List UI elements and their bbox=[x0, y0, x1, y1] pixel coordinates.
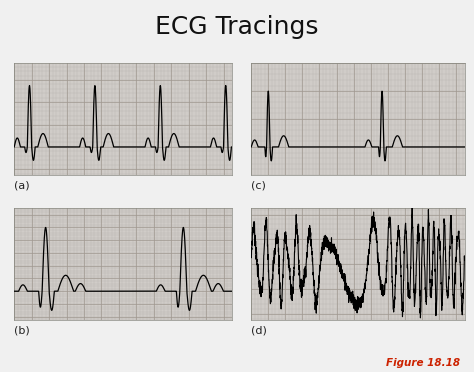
Text: (b): (b) bbox=[14, 326, 30, 336]
Text: (d): (d) bbox=[251, 326, 267, 336]
Text: (a): (a) bbox=[14, 180, 30, 190]
Text: Figure 18.18: Figure 18.18 bbox=[386, 358, 460, 368]
Text: ECG Tracings: ECG Tracings bbox=[155, 15, 319, 39]
Text: (c): (c) bbox=[251, 180, 266, 190]
